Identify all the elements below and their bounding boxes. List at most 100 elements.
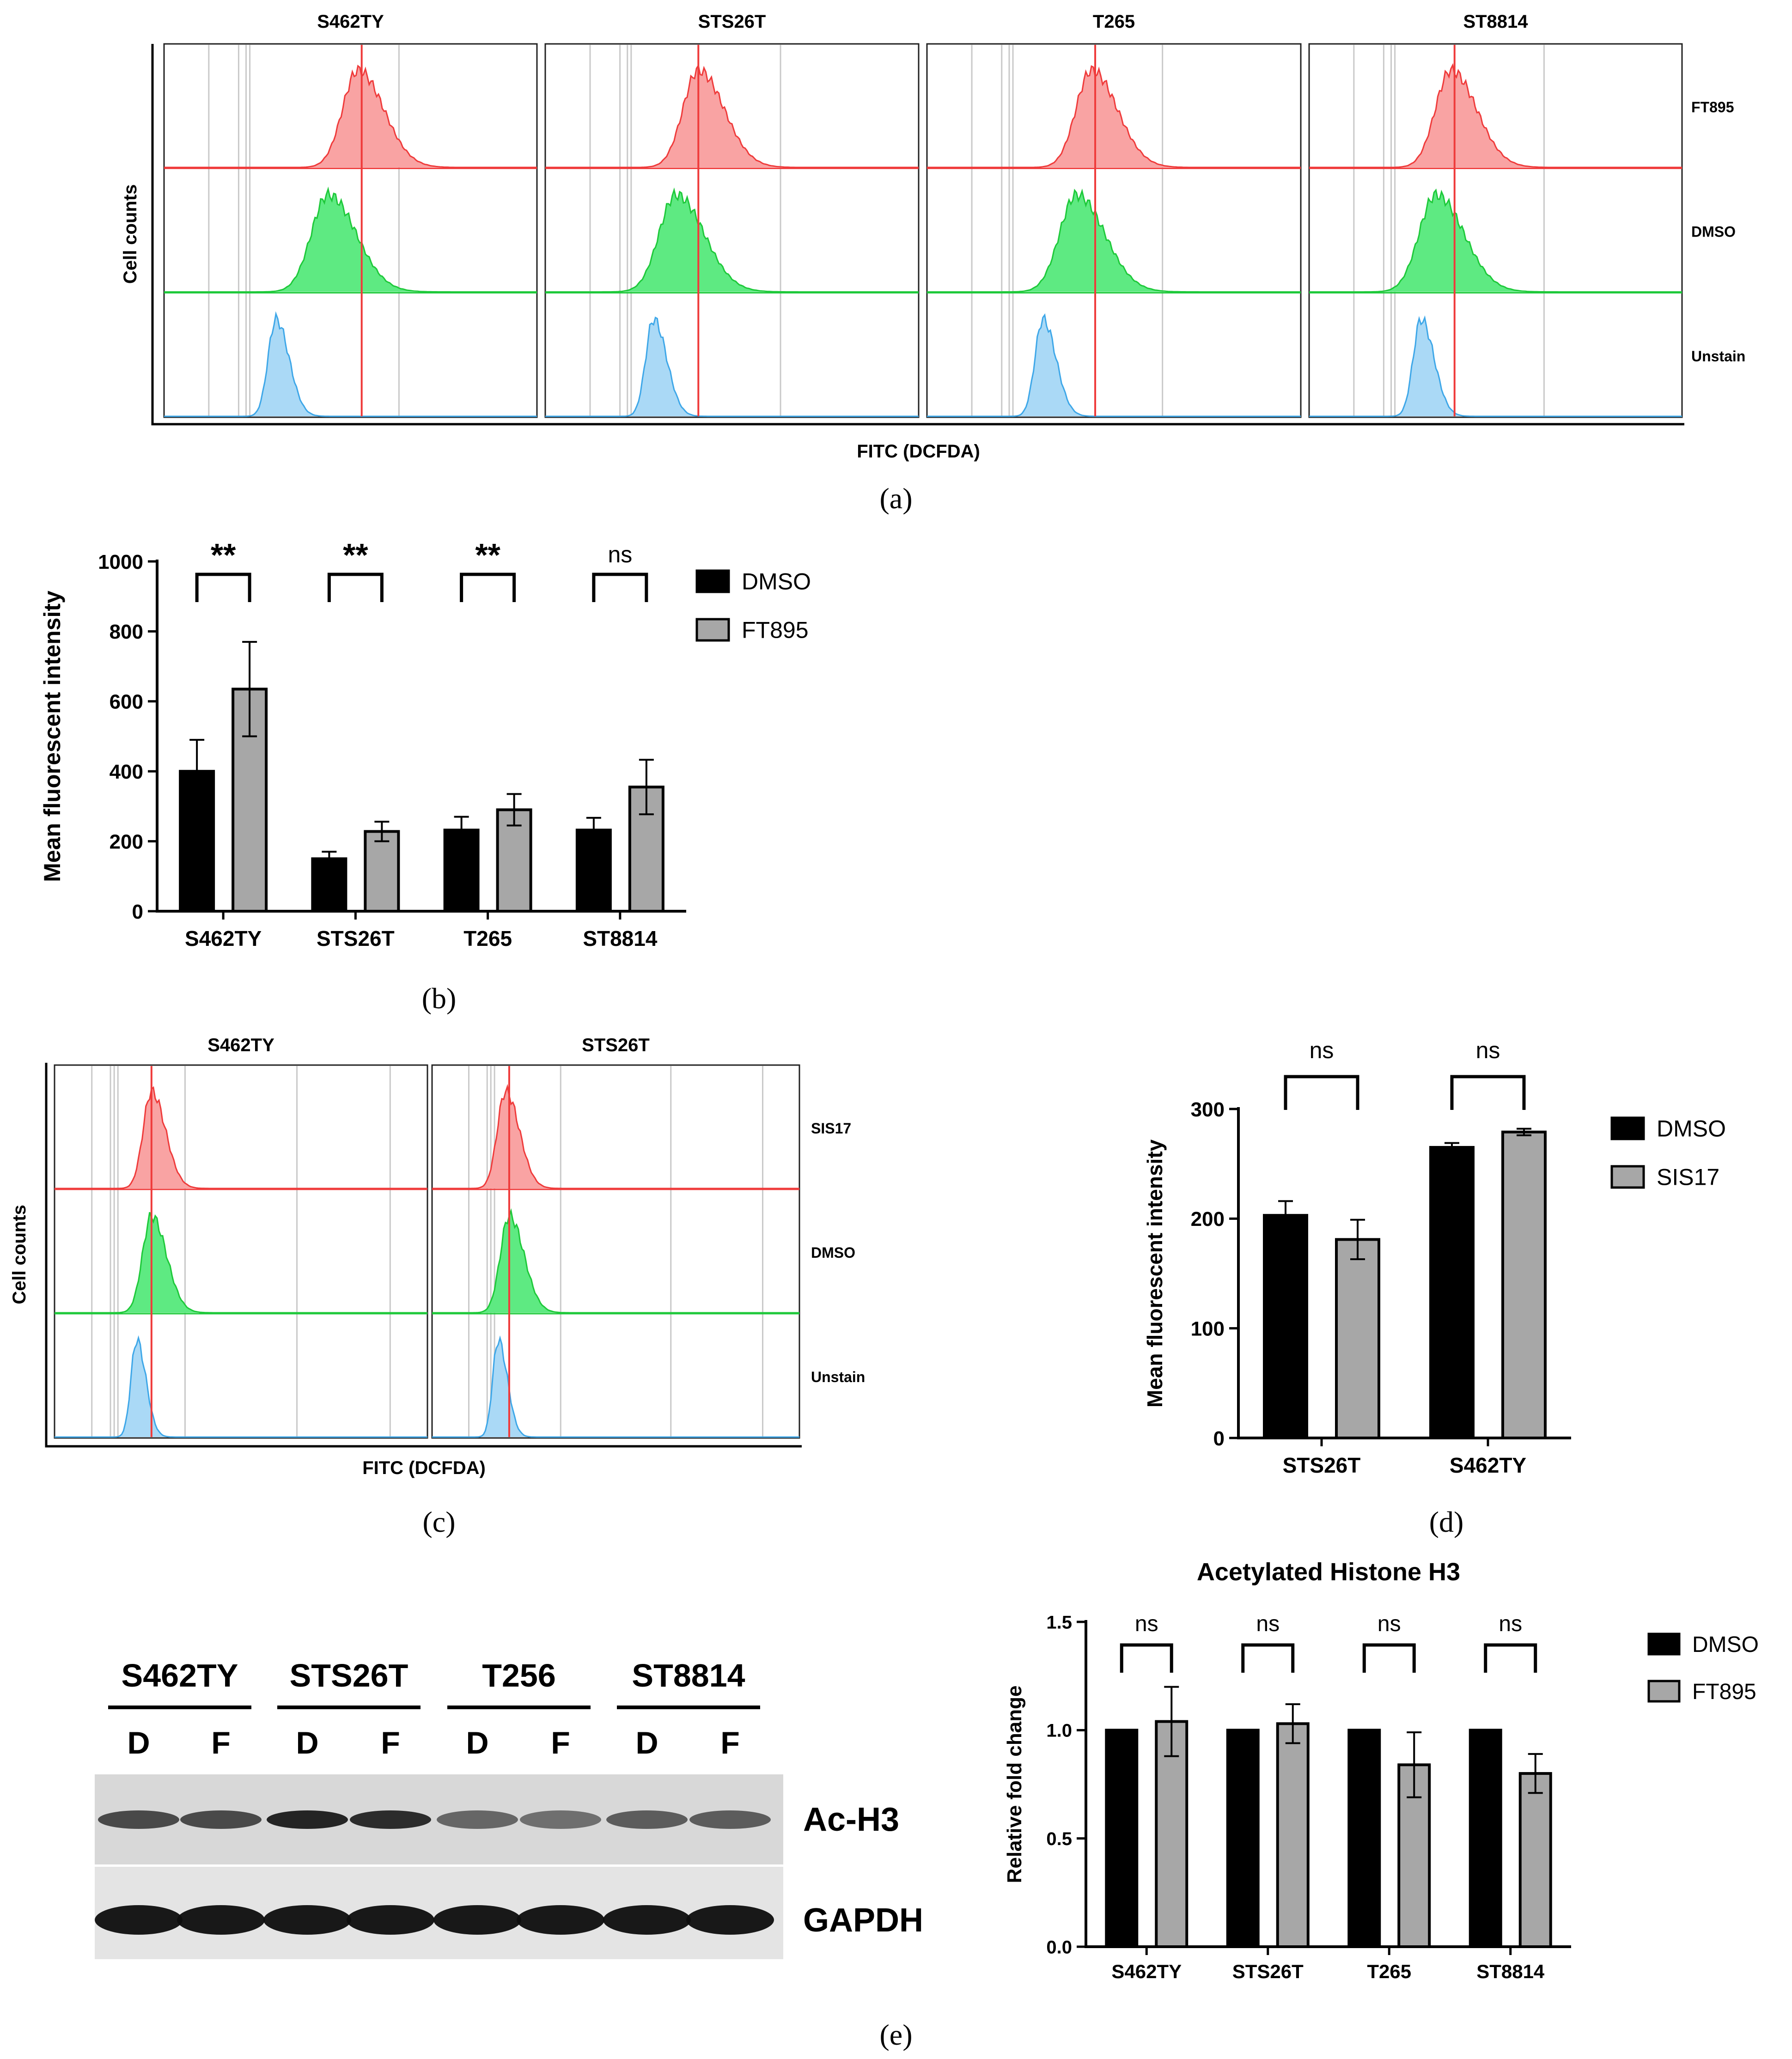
chart-b-bar-ft895-sts26t (364, 830, 400, 913)
panel-a-histogram-dmso (164, 189, 537, 292)
chart-b-error-bar (639, 759, 654, 816)
blot-lane-label: F (551, 1725, 570, 1761)
chart-b-y-tick-label: 600 (110, 691, 143, 713)
chart-b-significance-bracket (195, 573, 251, 602)
blot-band-ac-h3 (350, 1810, 431, 1829)
chart-b-error-bar (242, 641, 257, 737)
panel-a-histogram-outline-ft895 (927, 65, 1301, 168)
panel-a-histogram-box-sts26t: STS26T (544, 12, 920, 418)
panel-a-row-label-ft895: FT895 (1691, 99, 1734, 116)
panel-label-c: (c) (422, 1505, 455, 1538)
blot-band-gapdh (603, 1905, 691, 1935)
chart-b-legend-label-dmso: DMSO (742, 569, 811, 595)
chart-d-error-bar (1445, 1142, 1459, 1153)
chart-d-y-tick-label: 100 (1191, 1318, 1225, 1340)
panel-a-y-title: Cell counts (120, 184, 140, 284)
panel-c-histogram-dmso (432, 1211, 799, 1313)
chart-e-significance-label: ns (1499, 1612, 1522, 1636)
chart-b-y-label: Mean fluorescent intensity (39, 591, 65, 882)
chart-d-category-label: STS26T (1283, 1453, 1361, 1477)
chart-d-category-label: S462TY (1450, 1453, 1526, 1477)
chart-e-bar-ft895-st8814 (1518, 1772, 1552, 1948)
panel-a-row-label-dmso: DMSO (1691, 223, 1736, 240)
blot-band-gapdh (347, 1905, 434, 1935)
chart-d-legend-swatch-dmso (1610, 1116, 1645, 1140)
blot-band-ac-h3 (267, 1810, 348, 1829)
chart-e-error-bar (1407, 1731, 1422, 1798)
panel-a-axis-lines (151, 44, 1684, 426)
blot-band-gapdh (263, 1905, 351, 1935)
blot-cell-label: STS26T (290, 1657, 408, 1693)
blot-lane-label: D (635, 1725, 658, 1761)
chart-b-error-bar (454, 816, 469, 845)
panel-a-cell-label: T265 (1093, 12, 1135, 32)
chart-d-legend-label-sis17: SIS17 (1657, 1164, 1719, 1190)
chart-b-y-tick-label: 800 (110, 621, 143, 643)
chart-d-significance-label: ns (1476, 1037, 1500, 1063)
chart-b-error-bar (374, 821, 390, 842)
panel-a-x-title: FITC (DCFDA) (857, 441, 980, 462)
panel-a-histogram-outline-ft895 (545, 63, 919, 168)
panel-a-histogram-box-s462ty: S462TY (163, 12, 538, 418)
panel-label-e: (e) (879, 2018, 912, 2051)
chart-e-bar-dmso-st8814 (1469, 1729, 1502, 1948)
chart-e-significance-label: ns (1378, 1612, 1401, 1636)
panel-a-histogram-outline-unstain (164, 311, 537, 417)
panel-a-histogram-outline-ft895 (1309, 63, 1682, 168)
western-blot: S462TY STS26T T256 ST8814 D F D F D F D F Ac-H3 GAPDH (95, 1657, 923, 1959)
blot-lane-label: D (296, 1725, 318, 1761)
chart-b-category-label: S462TY (185, 926, 262, 950)
chart-b-significance-label: ** (475, 537, 500, 573)
chart-e-category-label: T265 (1367, 1961, 1411, 1982)
blot-row-label-gapdh: GAPDH (803, 1902, 923, 1939)
panel-a-histogram-ft895 (164, 66, 537, 168)
chart-e-significance-bracket (1241, 1643, 1295, 1673)
panel-c-histogram-sis17 (55, 1087, 427, 1188)
panel-c-axis-lines (45, 1063, 802, 1448)
blot-band-gapdh (95, 1905, 183, 1935)
chart-e-bar-dmso-sts26t (1226, 1729, 1260, 1948)
panel-a-histogram-outline-ft895 (164, 64, 537, 168)
panel-c-histogram-box-s462ty: S462TY (54, 1035, 428, 1439)
chart-d-significance-bracket (1284, 1075, 1359, 1110)
chart-b-y-tick-label: 0 (132, 901, 143, 923)
panel-c-histogram-box-sts26t: STS26T (431, 1035, 800, 1439)
chart-b-y-tick-label: 200 (110, 830, 143, 853)
panel-c-box-frame (54, 1064, 428, 1439)
chart-b-category-label: ST8814 (583, 926, 658, 950)
blot-lane-label: F (381, 1725, 400, 1761)
panel-c-histogram-outline-dmso (55, 1212, 427, 1314)
chart-b-significance-label: ** (211, 537, 236, 573)
panel-a-row-label-unstain: Unstain (1691, 348, 1745, 365)
chart-b-category-label: T265 (463, 926, 512, 950)
chart-e-error-bar (1164, 1686, 1179, 1757)
chart-b-significance-bracket (592, 573, 648, 602)
blot-band-gapdh (433, 1905, 521, 1935)
panel-a-box-frame (544, 43, 920, 418)
chart-e-legend-swatch-ft895 (1647, 1680, 1681, 1703)
panel-a-histogram-dmso (927, 190, 1301, 292)
chart-e-error-bar (1285, 1703, 1300, 1744)
chart-d-error-bar (1350, 1218, 1365, 1261)
blot-lane-label: F (211, 1725, 231, 1761)
chart-e-significance-bracket (1484, 1643, 1537, 1673)
bar-chart-e: Acetylated Histone H3 0.0 0.5 1.0 1.5 Relativ… (1003, 1558, 1759, 1982)
panel-c-row-label-unstain: Unstain (811, 1369, 865, 1385)
blot-row-label-ac-h3: Ac-H3 (803, 1801, 899, 1838)
chart-d-bar-dmso-sts26t (1263, 1214, 1308, 1440)
chart-e-y-tick-label: 1.5 (1046, 1612, 1072, 1633)
chart-b-error-bar (506, 793, 522, 827)
panel-label-b: (b) (422, 982, 457, 1015)
chart-e-y-label: Relative fold change (1003, 1686, 1026, 1883)
chart-b-significance-bracket (460, 573, 516, 602)
chart-e-y-tick-label: 1.0 (1046, 1721, 1072, 1741)
panel-a-histogram-outline-dmso (545, 187, 919, 293)
panel-c-histogram-unstain (432, 1338, 799, 1437)
chart-e-category-label: S462TY (1111, 1961, 1182, 1982)
panel-a-histogram-ft895 (927, 66, 1301, 168)
panel-a-cell-label: S462TY (317, 12, 384, 32)
chart-d-significance-bracket (1450, 1075, 1526, 1110)
panel-c-histogram-outline-unstain (432, 1335, 799, 1438)
bar-chart-b: 0 200 400 600 800 1000 Mean fluorescent intens… (39, 537, 811, 950)
